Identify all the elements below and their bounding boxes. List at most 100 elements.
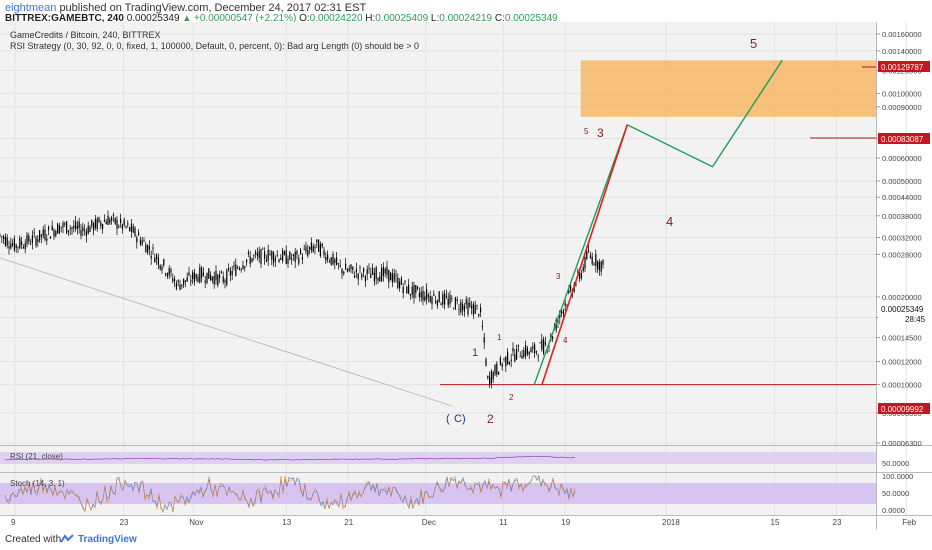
y-tick-label: 0.00012000 — [882, 358, 922, 367]
candle-body — [363, 268, 365, 273]
candle-body — [264, 251, 266, 259]
candle-body — [598, 261, 600, 271]
candle-body — [589, 255, 591, 258]
candle-body — [89, 226, 91, 232]
wave-label-2-major: 2 — [487, 412, 494, 426]
wave-label-4-major: 4 — [666, 214, 673, 229]
candle-body — [51, 225, 53, 231]
candle-body — [426, 289, 428, 300]
candle-body — [489, 376, 491, 386]
candle-body — [586, 251, 588, 260]
candle-body — [253, 255, 255, 257]
candle-body — [220, 271, 222, 273]
x-tick-label: Dec — [422, 518, 436, 527]
wave-label-5-minor: 5 — [584, 127, 589, 136]
author-link[interactable]: eightmean — [5, 2, 57, 14]
candle-body — [165, 273, 167, 275]
candle-body — [109, 219, 111, 224]
candle-body — [510, 359, 512, 362]
candle-body — [102, 224, 104, 229]
price-change: +0.00000547 (+2.21%) — [194, 13, 297, 24]
tradingview-brand-link[interactable]: TradingView — [78, 534, 137, 545]
candle-body — [3, 236, 5, 240]
candle-body — [273, 252, 275, 263]
candle-body — [399, 281, 401, 289]
candle-body — [564, 303, 566, 306]
candle-body — [98, 217, 100, 223]
x-tick-label: 13 — [282, 518, 291, 527]
candle-body — [229, 270, 231, 276]
candle-body — [532, 346, 534, 349]
x-tick-label: 23 — [833, 518, 842, 527]
candle-body — [111, 217, 113, 221]
price-axis[interactable]: 0.001600000.001400000.001200000.00100000… — [876, 30, 922, 448]
candle-body — [172, 278, 174, 282]
wave-label-c-open-paren: ( — [446, 413, 450, 425]
candle-body — [37, 239, 39, 243]
candle-body — [291, 258, 293, 260]
candle-body — [94, 218, 96, 228]
candle-body — [53, 229, 55, 237]
candle-body — [445, 295, 447, 298]
candle-body — [429, 296, 431, 302]
wave-label-c-close-paren: ) — [462, 413, 466, 425]
candle-body — [15, 244, 17, 248]
y-tick-label: 0.00140000 — [882, 47, 922, 56]
rsi-line — [4, 455, 576, 461]
candle-body — [481, 325, 483, 328]
candle-body — [13, 238, 15, 251]
y-tick-label: 0.00032000 — [882, 234, 922, 243]
time-axis[interactable]: 9 23 Nov 13 21 Dec 11 19 2018 15 23 Feb — [11, 518, 917, 527]
candle-body — [134, 227, 136, 236]
candle-body — [535, 351, 537, 353]
candle-body — [321, 243, 323, 247]
candle-body — [361, 274, 363, 278]
candle-body — [337, 263, 339, 265]
candle-body — [422, 290, 424, 301]
candle-body — [159, 265, 161, 269]
candle-body — [289, 251, 291, 260]
trend-line[interactable] — [0, 257, 453, 407]
ohlc-line: BITTREX:GAMEBTC, 240 0.00025349 ▲ +0.000… — [5, 13, 558, 24]
candle-body — [597, 261, 599, 270]
candle-body — [80, 230, 82, 236]
candle-body — [451, 298, 453, 300]
candle-body — [499, 357, 501, 365]
chart-svg[interactable]: 5 3 5 4 3 1 1 2 4 C ( ) 2 GameCredits / … — [0, 0, 932, 530]
candle-body — [195, 274, 197, 279]
candle-body — [388, 269, 390, 283]
candle-body — [472, 303, 474, 315]
candle-body — [454, 297, 456, 309]
candle-body — [247, 252, 249, 254]
candle-body — [463, 305, 465, 312]
candle-body — [183, 278, 185, 285]
high-value: 0.00025409 — [375, 13, 429, 24]
candle-body — [215, 270, 217, 281]
projection-green-path[interactable] — [533, 59, 783, 385]
candle-body — [436, 300, 438, 306]
candle-body — [0, 234, 1, 236]
candle-body — [174, 278, 176, 282]
candle-body — [357, 273, 359, 280]
up-arrow-icon: ▲ — [182, 13, 192, 23]
candle-body — [21, 241, 23, 245]
candle-body — [471, 305, 473, 309]
x-tick-label: 23 — [120, 518, 129, 527]
strategy-note: RSI Strategy (0, 30, 92, 0, 0, fixed, 1,… — [10, 41, 419, 51]
candle-body — [127, 223, 129, 225]
candle-body — [541, 339, 543, 350]
candle-body — [539, 342, 541, 344]
projection-red-line[interactable] — [541, 124, 629, 385]
candle-body — [179, 284, 181, 290]
candle-body — [157, 257, 159, 265]
candle-body — [512, 347, 514, 352]
candle-body — [35, 237, 37, 246]
y-tick-label: 0.00006300 — [882, 439, 922, 448]
candle-body — [251, 258, 253, 262]
target-zone[interactable] — [580, 60, 876, 117]
candle-body — [201, 267, 203, 279]
candle-body — [548, 345, 550, 347]
candle-body — [343, 271, 345, 274]
candle-body — [309, 246, 311, 250]
candle-body — [154, 257, 156, 263]
